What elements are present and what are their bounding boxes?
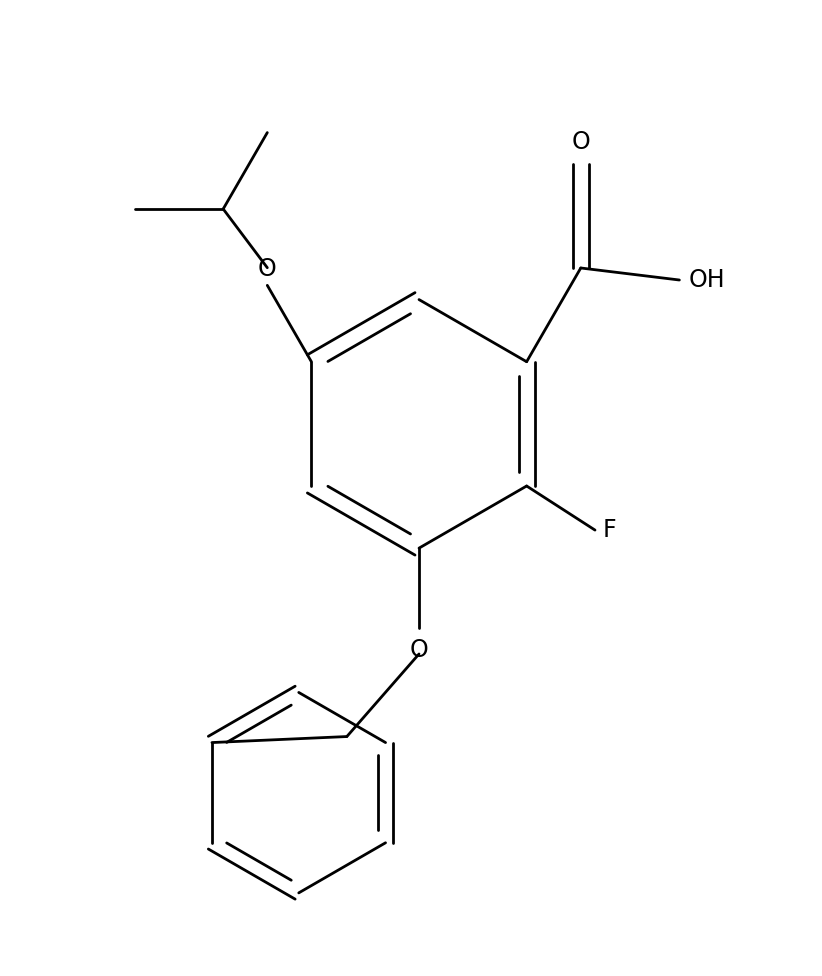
Text: O: O: [258, 258, 277, 281]
Text: O: O: [409, 638, 428, 662]
Text: O: O: [571, 130, 590, 154]
Text: OH: OH: [689, 268, 726, 292]
Text: F: F: [603, 518, 616, 542]
